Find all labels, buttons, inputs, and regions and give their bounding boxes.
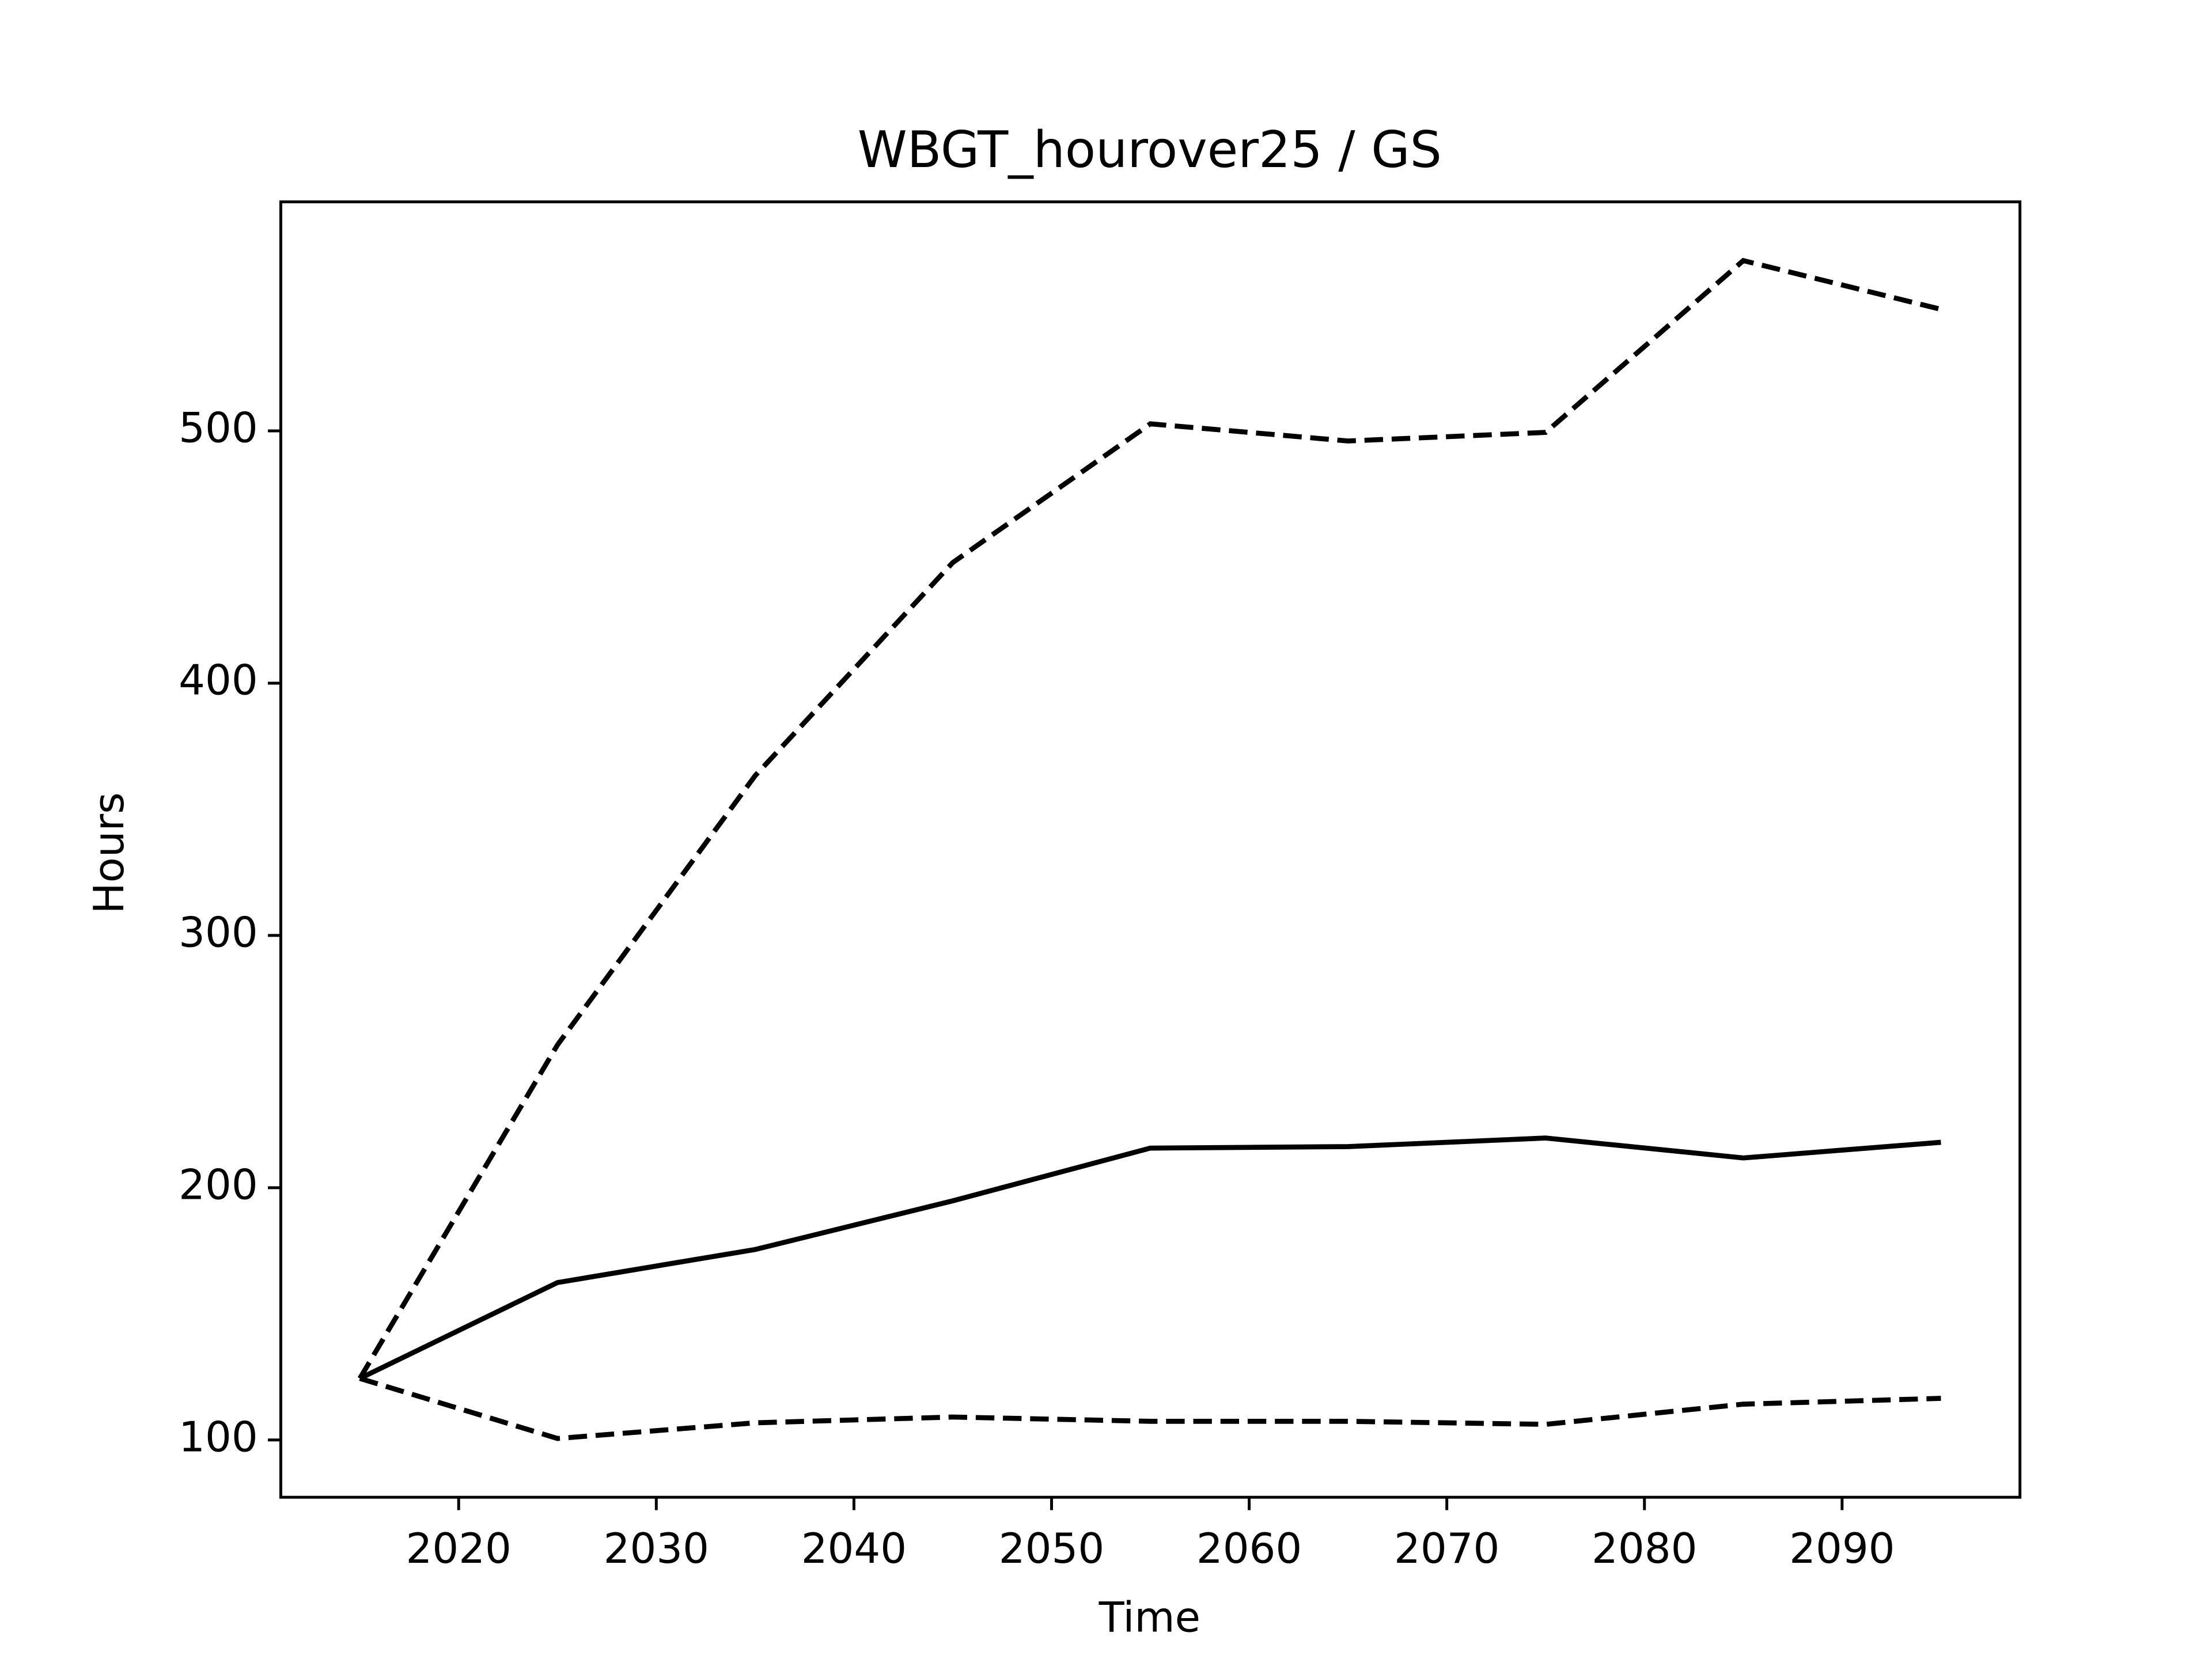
y-tick-label: 200	[179, 1160, 258, 1209]
x-tick-label: 2030	[604, 1524, 709, 1573]
x-tick-label: 2060	[1196, 1524, 1302, 1573]
chart-title: WBGT_hourover25 / GS	[858, 120, 1442, 179]
plot-frame	[279, 200, 2022, 1499]
x-tick-label: 2050	[999, 1524, 1104, 1573]
y-tick-label: 400	[179, 656, 258, 704]
x-tick-label: 2020	[406, 1524, 512, 1573]
line-series	[357, 257, 1942, 1380]
x-tick-label: 2040	[801, 1524, 907, 1573]
x-tick-label: 2090	[1789, 1524, 1895, 1573]
y-tick-label: 500	[179, 404, 258, 452]
y-tick-label: 100	[179, 1412, 258, 1461]
x-tick-label: 2080	[1592, 1524, 1697, 1573]
x-axis-label: Time	[1099, 1593, 1200, 1641]
y-axis-label: Hours	[85, 792, 133, 914]
x-tick-label: 2070	[1394, 1524, 1499, 1573]
line-series	[358, 1135, 1941, 1381]
line-series	[359, 1376, 1941, 1441]
y-tick-label: 300	[179, 908, 258, 956]
